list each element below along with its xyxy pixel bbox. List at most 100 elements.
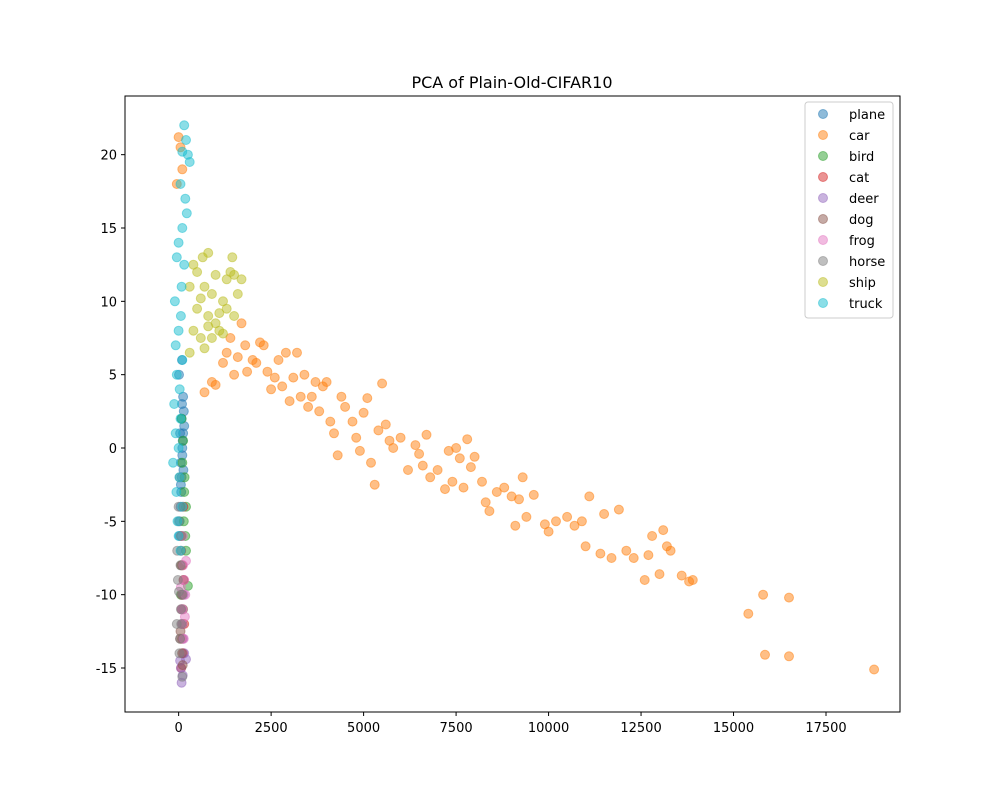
point-car-41 bbox=[347, 416, 358, 427]
point-ship-12 bbox=[229, 269, 240, 280]
point-car-45 bbox=[362, 393, 373, 404]
point-car-65 bbox=[454, 453, 465, 464]
point-car-39 bbox=[336, 391, 347, 402]
point-car-80 bbox=[528, 489, 539, 500]
point-car-27 bbox=[292, 347, 302, 358]
x-tick-label: 15000 bbox=[713, 721, 754, 736]
y-axis: -15 -10 -5 0 5 10 15 20 bbox=[96, 149, 125, 677]
point-horse-7 bbox=[175, 604, 186, 615]
point-ship-25 bbox=[210, 269, 221, 280]
legend-marker-deer bbox=[818, 193, 828, 203]
point-truck-26 bbox=[171, 487, 182, 497]
plot-frame bbox=[124, 95, 901, 713]
point-car-14 bbox=[242, 366, 253, 377]
point-truck-16 bbox=[170, 340, 181, 351]
point-car-56 bbox=[414, 448, 425, 459]
legend-marker-truck bbox=[818, 298, 828, 308]
point-car-58 bbox=[421, 429, 432, 440]
point-car-52 bbox=[388, 443, 399, 453]
point-ship-26 bbox=[221, 303, 232, 314]
point-car-101 bbox=[665, 545, 676, 556]
y-tick-label: -15 bbox=[96, 662, 117, 677]
point-truck-11 bbox=[179, 259, 190, 270]
point-ship-2 bbox=[192, 303, 203, 314]
y-tick-label: 15 bbox=[100, 222, 117, 237]
point-car-94 bbox=[628, 553, 639, 563]
point-ship-6 bbox=[206, 289, 217, 299]
x-tick-label: 7500 bbox=[440, 721, 473, 736]
legend-marker-car bbox=[818, 130, 828, 140]
point-car-102 bbox=[676, 570, 687, 581]
point-car-72 bbox=[484, 506, 495, 517]
x-axis: 0 2500 5000 7500 10000 12500 15000 17500 bbox=[174, 712, 847, 736]
y-tick-label: -10 bbox=[96, 589, 117, 604]
series-truck bbox=[168, 120, 195, 556]
y-tick-label: -5 bbox=[104, 515, 117, 530]
point-car-7 bbox=[218, 357, 228, 368]
x-tick-label: 2500 bbox=[255, 721, 288, 736]
x-tick-label: 10000 bbox=[528, 721, 569, 736]
point-ship-23 bbox=[188, 259, 199, 270]
point-truck-13 bbox=[169, 296, 180, 307]
point-car-61 bbox=[440, 484, 450, 495]
point-car-97 bbox=[647, 531, 658, 541]
legend-label-deer: deer bbox=[849, 192, 879, 207]
plot-area bbox=[168, 120, 880, 688]
point-car-16 bbox=[251, 357, 262, 368]
point-horse-1 bbox=[175, 560, 186, 571]
point-ship-27 bbox=[229, 311, 240, 321]
point-ship-19 bbox=[206, 333, 217, 343]
point-truck-20 bbox=[169, 399, 180, 409]
point-car-89 bbox=[595, 548, 606, 559]
point-bird-0 bbox=[177, 457, 188, 468]
point-car-93 bbox=[621, 545, 632, 556]
point-horse-10 bbox=[177, 671, 188, 682]
point-ship-17 bbox=[197, 252, 208, 263]
point-car-79 bbox=[521, 511, 532, 522]
point-car-70 bbox=[477, 476, 487, 487]
series-car bbox=[171, 132, 880, 675]
x-tick-label: 5000 bbox=[347, 721, 380, 736]
point-truck-21 bbox=[175, 413, 186, 424]
point-car-10 bbox=[229, 369, 240, 380]
point-car-24 bbox=[280, 347, 291, 358]
point-car-25 bbox=[284, 396, 295, 407]
point-car-31 bbox=[306, 391, 317, 402]
point-truck-0 bbox=[179, 120, 190, 131]
legend-label-truck: truck bbox=[849, 297, 883, 312]
point-car-87 bbox=[580, 541, 591, 552]
point-car-60 bbox=[432, 465, 443, 475]
point-car-46 bbox=[366, 457, 376, 468]
point-truck-24 bbox=[168, 457, 179, 468]
legend: plane car bird cat deer dog frog horse ship truck bbox=[804, 101, 894, 319]
point-car-30 bbox=[303, 401, 314, 412]
point-truck-19 bbox=[174, 384, 185, 395]
point-car-53 bbox=[395, 432, 406, 443]
point-ship-4 bbox=[199, 281, 210, 292]
point-car-48 bbox=[373, 425, 384, 436]
point-car-55 bbox=[410, 440, 421, 451]
legend-marker-bird bbox=[818, 151, 828, 161]
y-tick-label: 20 bbox=[100, 149, 117, 164]
point-ship-5 bbox=[203, 311, 214, 321]
point-truck-17 bbox=[177, 355, 188, 365]
point-ship-14 bbox=[236, 274, 247, 285]
point-truck-7 bbox=[181, 208, 192, 219]
point-car-63 bbox=[447, 476, 458, 487]
point-car-26 bbox=[288, 372, 299, 383]
legend-label-horse: horse bbox=[849, 255, 885, 270]
point-car-6 bbox=[210, 379, 221, 390]
point-ship-1 bbox=[188, 325, 199, 336]
point-car-36 bbox=[325, 416, 336, 427]
chart-title: PCA of Plain-Old-CIFAR10 bbox=[411, 73, 612, 92]
point-car-47 bbox=[369, 479, 380, 490]
y-tick-label: 5 bbox=[109, 369, 117, 384]
point-car-107 bbox=[760, 649, 770, 660]
point-car-68 bbox=[465, 462, 476, 473]
x-tick-label: 12500 bbox=[620, 721, 661, 736]
point-truck-28 bbox=[172, 516, 183, 527]
point-car-96 bbox=[643, 550, 654, 561]
point-car-50 bbox=[380, 419, 391, 430]
